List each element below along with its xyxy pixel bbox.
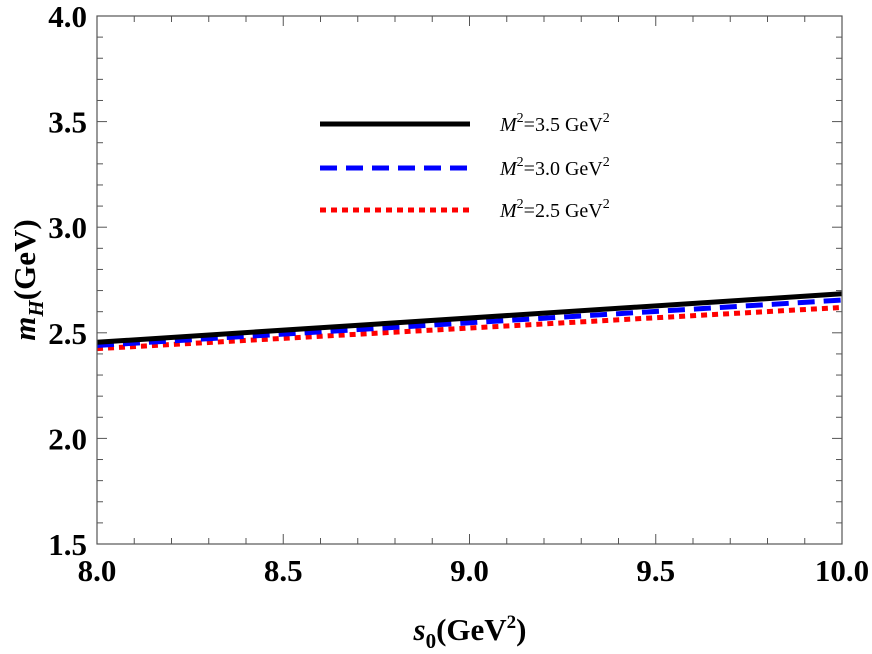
x-axis-label: s0(GeV2) bbox=[413, 612, 527, 653]
ticks-layer bbox=[96, 15, 843, 545]
y-axis-label-rest: (GeV) bbox=[7, 219, 42, 300]
y-axis-label-sub: H bbox=[24, 300, 48, 318]
y-tick-label: 4.0 bbox=[48, 0, 87, 34]
x-axis-label-main: s bbox=[413, 612, 426, 647]
x-axis-label-sup: 2 bbox=[507, 612, 517, 633]
y-tick-label: 1.5 bbox=[48, 527, 87, 562]
x-tick-label: 9.5 bbox=[636, 553, 675, 588]
series-layer bbox=[96, 291, 843, 352]
legend-label: M2=2.5 GeV2 bbox=[499, 197, 610, 222]
legend: M2=3.5 GeV2 M2=3.0 GeV2 M2=2.5 GeV2 bbox=[320, 111, 610, 222]
x-tick-label: 9.0 bbox=[450, 553, 489, 588]
x-tick-label: 10.0 bbox=[815, 553, 869, 588]
series-line bbox=[96, 291, 843, 345]
x-axis-label-sub: 0 bbox=[426, 629, 437, 653]
y-tick-label: 3.5 bbox=[48, 105, 87, 140]
y-tick-label: 3.0 bbox=[48, 210, 87, 245]
y-tick-label: 2.0 bbox=[48, 421, 87, 456]
legend-label: M2=3.5 GeV2 bbox=[499, 111, 610, 136]
legend-label: M2=3.0 GeV2 bbox=[499, 155, 610, 180]
x-axis-label-rest: (GeV bbox=[436, 612, 507, 647]
series-line bbox=[96, 304, 843, 352]
x-axis-label-end: ) bbox=[516, 612, 526, 647]
y-axis-label-main: m bbox=[7, 317, 42, 341]
x-tick-labels: 8.0 8.5 9.0 9.5 10.0 bbox=[78, 553, 870, 588]
y-tick-labels: 1.5 2.0 2.5 3.0 3.5 4.0 bbox=[48, 0, 87, 562]
y-tick-label: 2.5 bbox=[48, 316, 87, 351]
plot-frame bbox=[96, 15, 843, 545]
series-line bbox=[96, 297, 843, 348]
x-tick-label: 8.5 bbox=[264, 553, 303, 588]
y-axis-label: mH(GeV) bbox=[7, 219, 48, 340]
x-tick-label: 8.0 bbox=[78, 553, 117, 588]
